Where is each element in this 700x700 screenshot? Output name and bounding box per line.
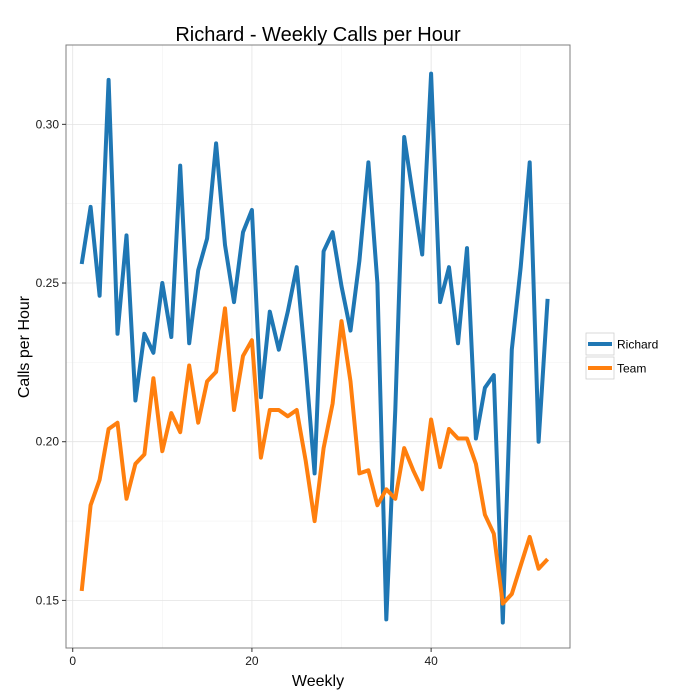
- series-line-richard: [79, 71, 550, 625]
- gridlines: [66, 45, 570, 648]
- legend: Richard Team: [585, 332, 658, 380]
- x-tick-label: 20: [245, 654, 259, 668]
- y-tick-label: 0.30: [36, 117, 60, 131]
- axis-ticks: 0 20 40 0.15 0.20 0.25 0.30: [36, 117, 438, 668]
- y-tick-label: 0.20: [36, 435, 60, 449]
- x-axis-title: Weekly: [292, 673, 344, 690]
- x-tick-label: 0: [69, 654, 76, 668]
- panel-border: [65, 44, 571, 649]
- legend-label-richard: Richard: [617, 338, 658, 352]
- series-lines: [79, 71, 550, 625]
- series-line-team: [79, 306, 550, 606]
- y-tick-label: 0.15: [36, 593, 60, 607]
- y-axis-title: Calls per Hour: [16, 295, 33, 398]
- chart-title: Richard - Weekly Calls per Hour: [175, 24, 461, 46]
- legend-label-team: Team: [617, 362, 646, 376]
- x-tick-label: 40: [424, 654, 438, 668]
- y-tick-label: 0.25: [36, 276, 60, 290]
